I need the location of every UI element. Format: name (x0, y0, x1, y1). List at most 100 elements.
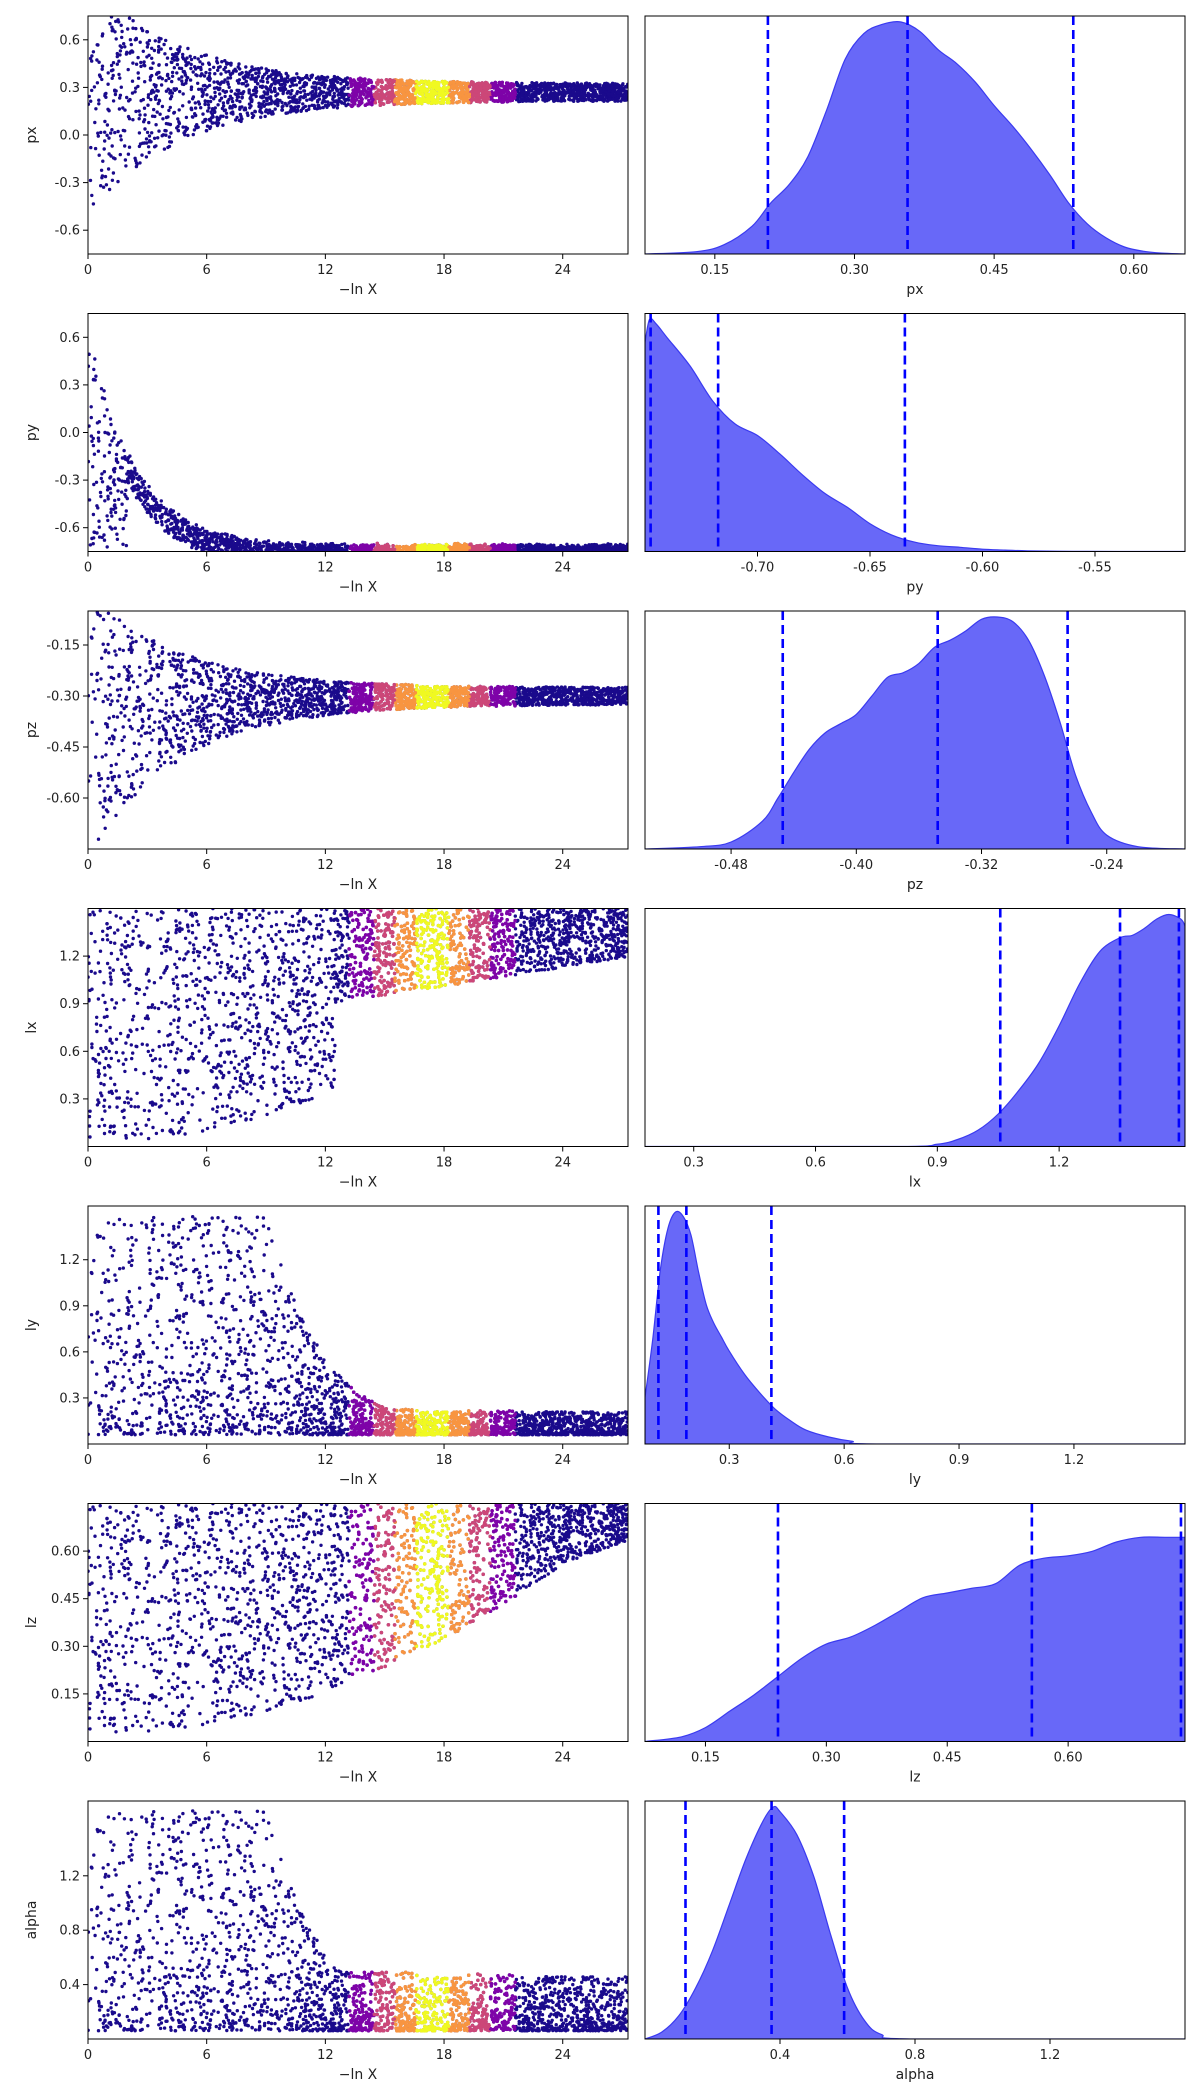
scatter-point (542, 87, 546, 91)
scatter-point (416, 553, 419, 556)
scatter-point (363, 555, 366, 558)
scatter-point (450, 554, 453, 557)
trace-panel-py: 0 6 12 18 24-0.6-0.30.00.30.6−ln Xpy (24, 313, 629, 596)
scatter-point (168, 97, 173, 101)
scatter-point-weighted (363, 84, 367, 88)
scatter-point (206, 99, 210, 104)
scatter-point (181, 69, 185, 74)
scatter-point (266, 87, 270, 91)
scatter-point (226, 76, 230, 80)
scatter-point (596, 86, 601, 90)
scatter-point (576, 83, 581, 87)
scatter-point (275, 552, 278, 555)
scatter-point (301, 84, 306, 88)
scatter-point (331, 103, 335, 108)
scatter-point (193, 106, 198, 110)
scatter-point-weighted (431, 83, 436, 88)
scatter-point (532, 90, 537, 95)
scatter-point (418, 552, 421, 555)
scatter-point (621, 87, 625, 91)
scatter-point (303, 553, 306, 556)
scatter-point (355, 553, 358, 556)
scatter-point (104, 183, 109, 187)
scatter-point (97, 439, 101, 443)
scatter-point (252, 542, 257, 546)
scatter-point (175, 71, 179, 75)
scatter-point (264, 553, 267, 556)
scatter-point (129, 42, 133, 47)
scatter-point (99, 184, 103, 188)
scatter-point (281, 555, 284, 558)
scatter-point (151, 61, 155, 65)
scatter-point (196, 65, 200, 70)
scatter-point (216, 121, 221, 125)
scatter-point-weighted (431, 80, 436, 84)
scatter-point (182, 82, 186, 87)
scatter-point (264, 71, 269, 75)
scatter-point (156, 89, 160, 93)
scatter-point (298, 97, 302, 102)
scatter-point (131, 118, 135, 122)
scatter-point (93, 120, 97, 125)
scatter-point (127, 145, 132, 149)
scatter-point (236, 92, 240, 96)
scatter-point (280, 108, 284, 112)
scatter-point (146, 103, 150, 107)
scatter-point (160, 515, 164, 519)
scatter-point (221, 123, 225, 127)
scatter-point (373, 552, 376, 555)
scatter-point (296, 75, 300, 80)
scatter-point (287, 101, 291, 105)
scatter-point (368, 553, 371, 556)
scatter-point (143, 80, 147, 84)
scatter-point (577, 97, 581, 102)
scatter-point (320, 553, 323, 556)
scatter-point (344, 103, 348, 108)
scatter-point (110, 128, 114, 132)
scatter-point (110, 514, 114, 518)
scatter-point (326, 87, 330, 91)
scatter-point (616, 85, 620, 90)
scatter-point (97, 73, 102, 77)
scatter-point (186, 133, 190, 138)
scatter-point (405, 553, 408, 556)
scatter-point (142, 106, 147, 110)
scatter-point (281, 104, 285, 108)
scatter-point (207, 61, 211, 65)
scatter-point (200, 62, 205, 66)
scatter-point (468, 552, 471, 555)
scatter-point (333, 555, 336, 558)
scatter-point (311, 95, 316, 99)
scatter-point (203, 53, 207, 58)
scatter-point (168, 513, 172, 517)
x-tick-label: 0.30 (840, 263, 869, 278)
scatter-point-weighted (500, 80, 505, 85)
scatter-point (97, 535, 102, 539)
scatter-point (148, 504, 153, 509)
scatter-point-weighted (380, 101, 384, 106)
scatter-point (208, 99, 213, 104)
scatter-point (109, 131, 113, 135)
scatter-point-weighted (362, 88, 366, 92)
scatter-point (306, 92, 310, 97)
scatter-point (207, 106, 211, 110)
scatter-point (258, 108, 262, 113)
scatter-point (106, 82, 110, 86)
scatter-point (149, 97, 153, 102)
scatter-point-weighted (441, 86, 446, 90)
scatter-point (102, 454, 107, 458)
scatter-point-weighted (476, 87, 481, 91)
scatter-point-weighted (399, 78, 404, 82)
scatter-point (213, 90, 217, 95)
scatter-point (428, 553, 431, 556)
scatter-point (294, 100, 298, 105)
scatter-point (92, 85, 97, 89)
scatter-point (106, 71, 110, 75)
scatter-point (572, 93, 576, 98)
scatter-point (531, 552, 534, 555)
scatter-point (108, 443, 112, 447)
scatter-point (107, 136, 111, 140)
scatter-point-weighted (477, 93, 481, 97)
scatter-point (131, 61, 135, 65)
scatter-point (116, 489, 120, 493)
